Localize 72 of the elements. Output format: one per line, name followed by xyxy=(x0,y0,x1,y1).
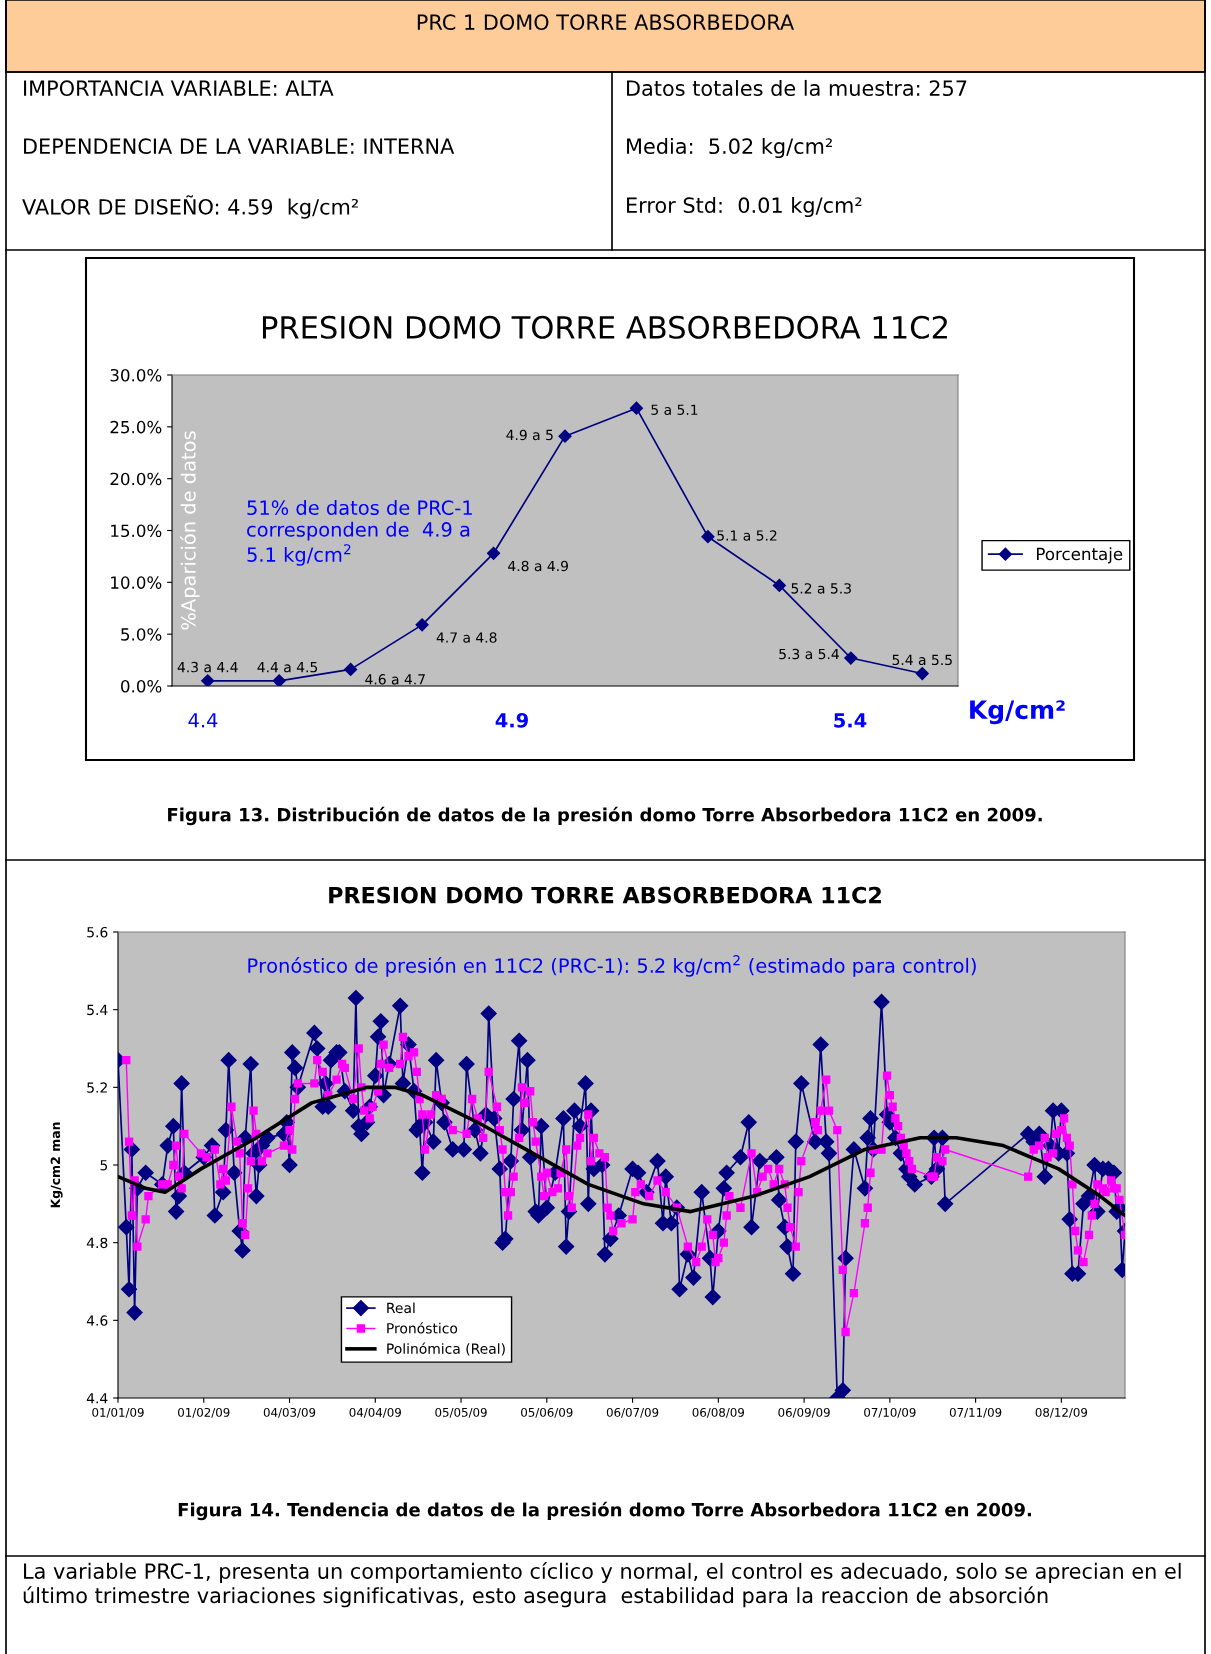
y-tick-label: 15.0% xyxy=(111,524,162,538)
legend-label: Porcentaje xyxy=(1037,547,1123,564)
y-tick-label: 5.0% xyxy=(121,628,162,641)
annotation: 51% de datos de PRC-1 corresponden de 4.9 a 5.1 kg/cm$^{2}$ xyxy=(247,500,472,566)
x-axis-title: Kg/cm² xyxy=(970,700,1065,725)
annotation: 4.9 a 5 xyxy=(506,429,553,441)
text: 4.9 xyxy=(495,712,528,728)
y-axis-title: %Aparición de datos xyxy=(179,431,200,630)
point xyxy=(344,662,358,677)
chart-title: PRESION DOMO TORRE ABSORBEDORA 11C2 xyxy=(329,886,881,904)
chart-title: PRESION DOMO TORRE ABSORBEDORA 11C2 xyxy=(262,315,947,339)
point xyxy=(415,618,429,632)
x-tick-label: 01/01/09 xyxy=(92,1407,144,1418)
annotation: 4.3 a 4.4 xyxy=(177,661,238,673)
annotation: 4.6 a 4.7 xyxy=(365,674,425,685)
text: VALOR DE DISEÑO: 4.59 kg/cm² xyxy=(22,195,358,219)
text: Datos totales de la muestra: 257 xyxy=(627,79,967,97)
text: Error Std: 0.01 kg/cm² xyxy=(627,196,862,218)
point xyxy=(272,674,286,686)
legend-label: Real xyxy=(387,1302,415,1314)
y-tick-label: 30.0% xyxy=(110,368,162,382)
text: IMPORTANCIA VARIABLE: ALTA xyxy=(24,80,334,97)
x-tick-label: 07/10/09 xyxy=(864,1407,916,1418)
text: Figura 13. Distribución de datos de la presión domo Torre Absorbedora 11C2 en 2009. xyxy=(168,806,1042,826)
text: Media: 5.02 kg/cm² xyxy=(627,137,832,159)
y-axis-title: Kg/cm2 man xyxy=(50,1122,63,1208)
y-tick-label: 5 xyxy=(100,1160,108,1171)
x-tick-label: 04/03/09 xyxy=(263,1407,316,1418)
annotation: 5.1 a 5.2 xyxy=(717,530,777,541)
annotation: 4.4 a 4.5 xyxy=(257,662,318,673)
y-tick-label: 5.6 xyxy=(87,926,108,938)
legend-label: Polinómica (Real) xyxy=(387,1342,505,1356)
text: 4.4 xyxy=(188,713,218,728)
y-tick-label: 4.8 xyxy=(86,1237,108,1249)
point xyxy=(844,651,858,665)
annotation: 4.7 a 4.8 xyxy=(436,632,497,643)
x-tick-label: 08/12/09 xyxy=(1035,1407,1088,1418)
annotation: 4.8 a 4.9 xyxy=(508,560,568,572)
annotation: 5.3 a 5.4 xyxy=(779,648,839,660)
x-tick-label: 06/07/09 xyxy=(606,1407,659,1418)
y-tick-label: 5.4 xyxy=(87,1004,108,1016)
x-tick-label: 05/06/09 xyxy=(521,1407,573,1418)
x-tick-label: 06/08/09 xyxy=(692,1407,745,1418)
y-tick-label: 5.2 xyxy=(87,1082,107,1093)
text: 5.4 xyxy=(834,713,867,728)
annotation: 5 a 5.1 xyxy=(651,404,698,415)
point xyxy=(558,429,572,443)
text: La variable PRC-1, presenta un comportamiento cíclico y normal, el control es adecuado, solo se aprecian en el último trimestre variaciones significativas, esto asegura estabilidad para la reaccion de absorción xyxy=(23,1562,1181,1608)
point xyxy=(701,530,715,544)
point xyxy=(201,674,215,686)
point xyxy=(915,666,929,681)
x-tick-label: 01/02/09 xyxy=(178,1407,230,1418)
y-tick-label: 4.4 xyxy=(86,1393,108,1404)
x-tick-label: 05/05/09 xyxy=(435,1407,487,1418)
annotation: 5.4 a 5.5 xyxy=(892,654,952,666)
point xyxy=(629,401,644,415)
y-tick-label: 10.0% xyxy=(111,576,162,589)
legend-label: Pronóstico xyxy=(387,1322,458,1334)
y-tick-label: 4.6 xyxy=(86,1315,108,1326)
annotation: 5.2 a 5.3 xyxy=(791,583,851,594)
y-tick-label: 25.0% xyxy=(110,420,162,434)
y-tick-label: 0.0% xyxy=(121,679,162,693)
x-tick-label: 06/09/09 xyxy=(778,1407,830,1418)
x-tick-label: 04/04/09 xyxy=(349,1407,401,1418)
y-tick-label: 20.0% xyxy=(110,472,162,486)
point xyxy=(486,546,501,560)
text: DEPENDENCIA DE LA VARIABLE: INTERNA xyxy=(24,138,455,155)
annotation: Pronóstico de presión en 11C2 (PRC-1): 5.2 kg/cm$^{2}$ (estimado para control) xyxy=(248,955,976,977)
text: Figura 14. Tendencia de datos de la presión domo Torre Absorbedora 11C2 en 2009. xyxy=(178,1501,1032,1521)
text: PRC 1 DOMO TORRE ABSORBEDORA xyxy=(417,14,795,31)
x-tick-label: 07/11/09 xyxy=(949,1407,1002,1418)
point xyxy=(772,578,786,593)
